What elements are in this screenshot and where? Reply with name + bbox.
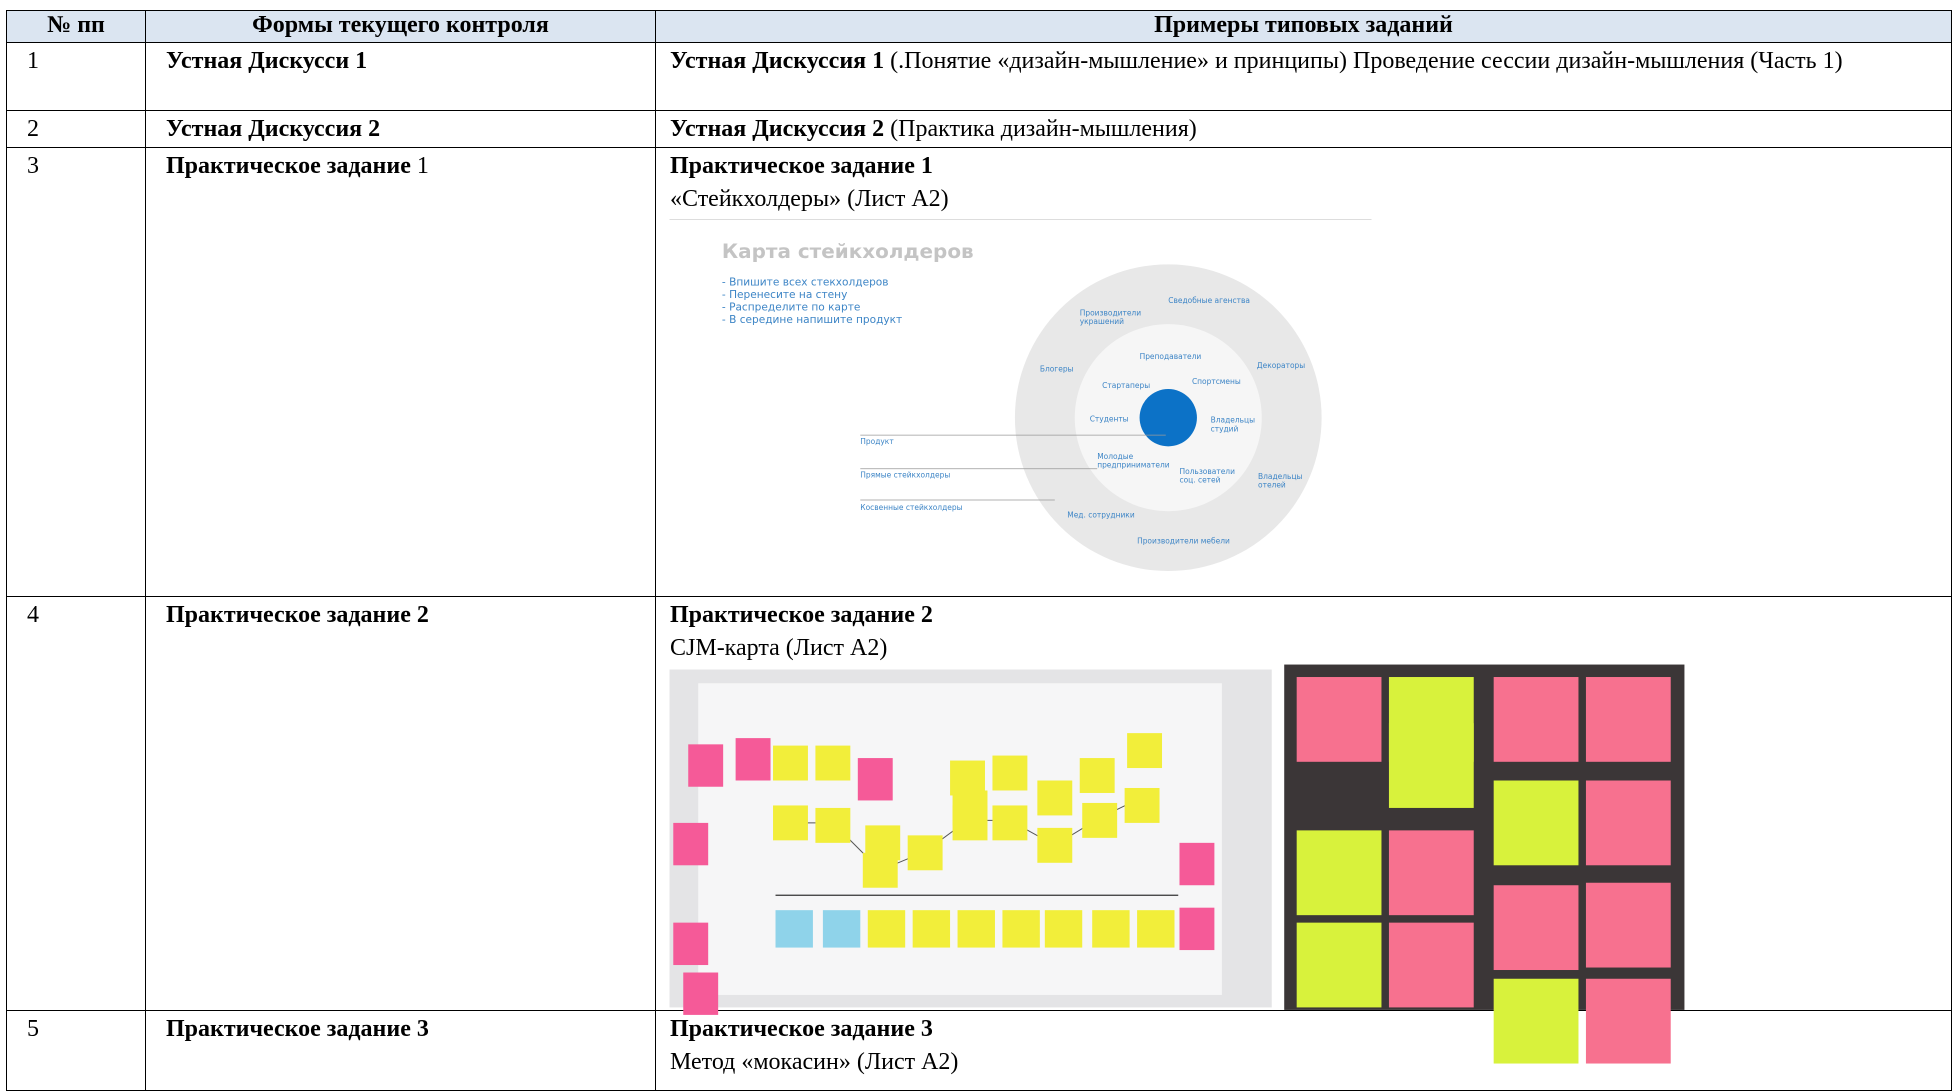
- task-title: Практическое задание 3: [670, 1016, 933, 1042]
- form: Практическое задание 1: [145, 147, 656, 597]
- task-text: (Практика дизайн-мышления): [890, 116, 1197, 142]
- task-title: Практическое задание 2: [670, 602, 933, 628]
- row: 1 Устная Дискусси 1 Устная Дискуссия 1 (…: [6, 42, 1952, 111]
- task-text: Метод «мокасин» (Лист А2): [670, 1049, 959, 1075]
- task-text: «Стейкхолдеры» (Лист А2): [670, 186, 949, 212]
- task: Практическое задание 1 «Стейкхолдеры» (Ли…: [655, 147, 1952, 597]
- num: 3: [6, 147, 146, 597]
- task: Устная Дискуссия 2 (Практика дизайн-мышл…: [655, 110, 1952, 148]
- num: 4: [6, 596, 146, 1011]
- form-suffix: 1: [416, 153, 429, 179]
- row: 5 Практическое задание 3 Практическое за…: [6, 1010, 1952, 1091]
- num: 5: [6, 1010, 146, 1091]
- form: Практическое задание 3: [145, 1010, 656, 1091]
- task: Устная Дискуссия 1 (.Понятие «дизайн-мыш…: [655, 42, 1952, 111]
- form: Устная Дискуссия 2: [145, 110, 656, 148]
- row: 4 Практическое задание 2 Практическое за…: [6, 596, 1952, 1011]
- form-title: Практическое задание: [166, 153, 411, 179]
- header-cell: № пп: [6, 10, 146, 43]
- header-cell: Формы текущего контроля: [145, 10, 656, 43]
- header-row: № пп Формы текущего контроля Примеры тип…: [6, 10, 1952, 43]
- num: 1: [6, 42, 146, 111]
- header-cell: Примеры типовых заданий: [655, 10, 1952, 43]
- task: Практическое задание 3 Метод «мокасин» (Л…: [655, 1010, 1952, 1091]
- task: Практическое задание 2 CJM-карта (Лист А2…: [655, 596, 1952, 1011]
- tasks-table: № пп Формы текущего контроля Примеры тип…: [6, 10, 1952, 1091]
- task-title: Практическое задание 1: [670, 153, 933, 179]
- row: 3 Практическое задание 1 Практическое за…: [6, 147, 1952, 597]
- task-title: Устная Дискуссия 1: [670, 48, 885, 74]
- task-text: (.Понятие «дизайн-мышление» и принципы) …: [890, 48, 1843, 74]
- form: Устная Дискусси 1: [145, 42, 656, 111]
- task-title: Устная Дискуссия 2: [670, 116, 885, 142]
- form: Практическое задание 2: [145, 596, 656, 1011]
- row: 2 Устная Дискуссия 2 Устная Дискуссия 2 …: [6, 110, 1952, 148]
- num: 2: [6, 110, 146, 148]
- task-text: CJM-карта (Лист А2): [670, 635, 888, 661]
